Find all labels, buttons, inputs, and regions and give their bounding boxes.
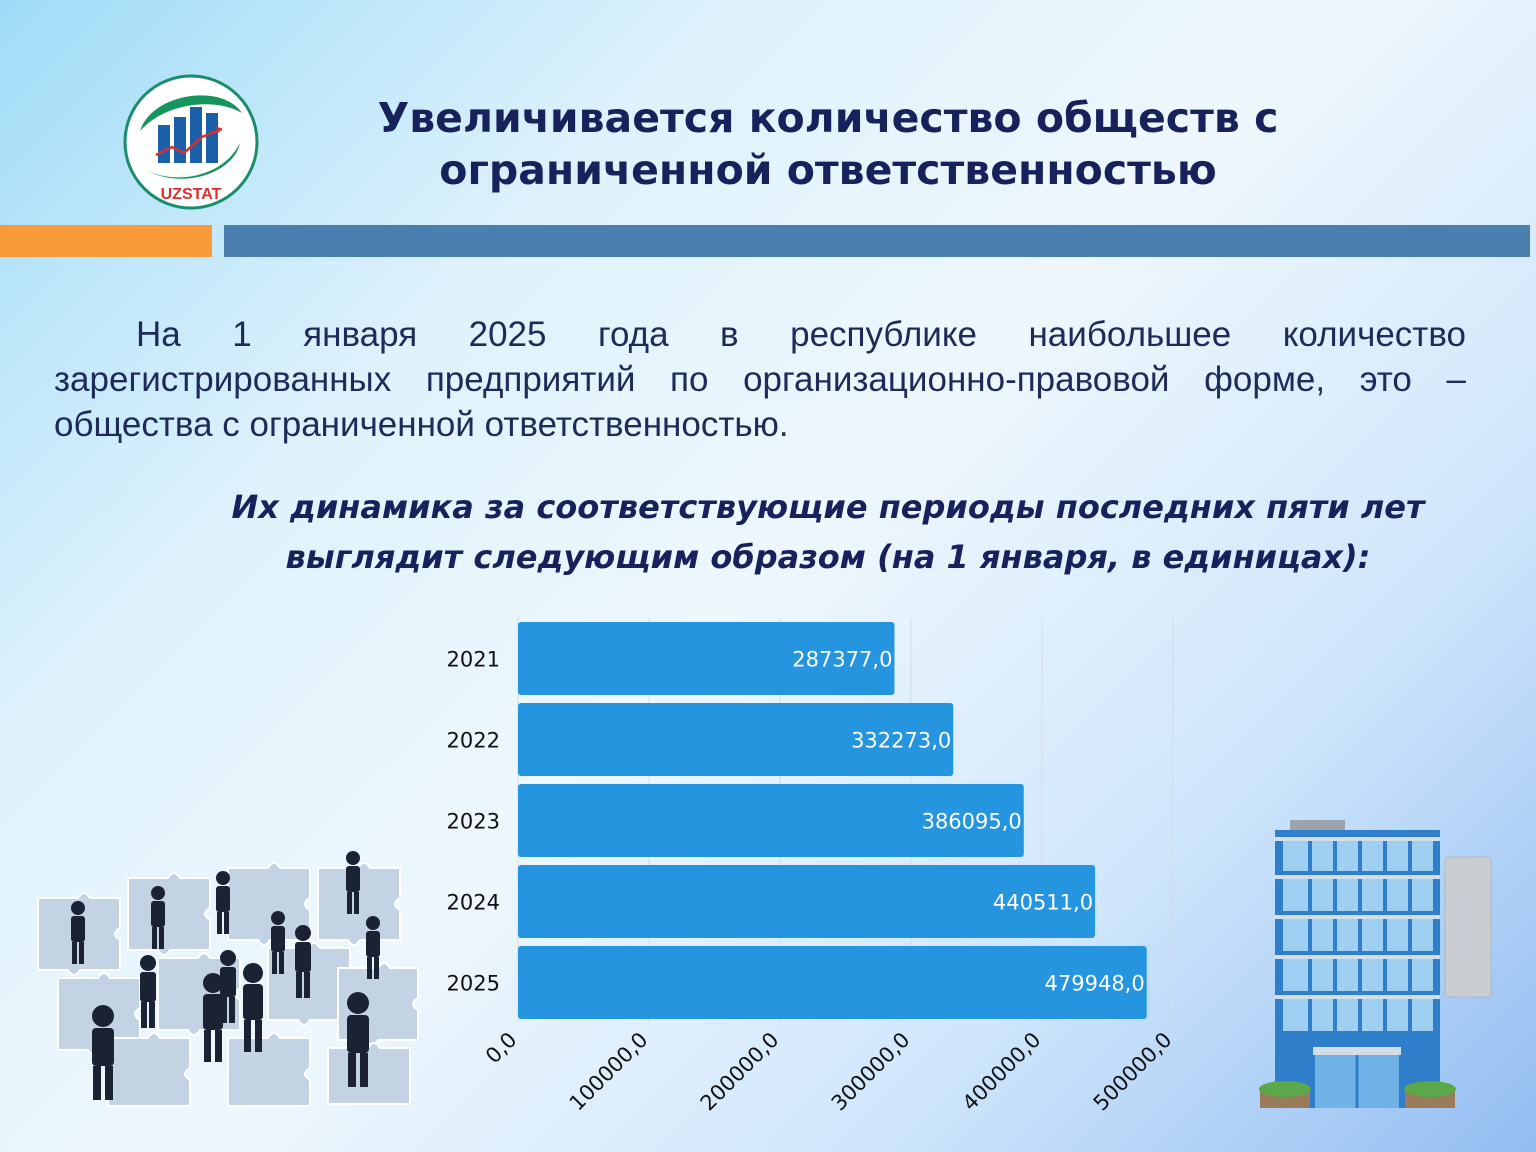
bar-2024 (518, 865, 1096, 938)
bar-chart: 0,0 100000,0 200000,0 300000,0 400000,0 50000… (447, 618, 1177, 1116)
bar-2023 (518, 784, 1024, 857)
data-label: 332273,0 (851, 729, 951, 753)
logo-text: UZSTAT (161, 186, 222, 203)
uzstat-logo: UZSTAT (123, 74, 259, 210)
data-label: 287377,0 (792, 648, 892, 672)
data-label: 386095,0 (922, 810, 1022, 834)
bar-2021 (518, 622, 895, 695)
x-tick-label: 100000,0 (565, 1028, 653, 1116)
bar-2025 (518, 946, 1147, 1019)
x-tick-label: 400000,0 (958, 1028, 1046, 1116)
blue-divider (224, 225, 1530, 257)
office-building-illustration (1259, 820, 1492, 1108)
y-category-label: 2025 (447, 972, 500, 996)
business-people-puzzle-illustration (37, 851, 419, 1107)
y-category-label: 2024 (447, 891, 500, 915)
bar-2022 (518, 703, 954, 776)
y-category-label: 2021 (447, 648, 500, 672)
x-tick-label: 300000,0 (827, 1028, 915, 1116)
intro-paragraph: На 1 января 2025 года в республике наибо… (54, 315, 1466, 444)
data-label: 440511,0 (993, 891, 1093, 915)
page-title: Увеличивается количество обществ с огран… (377, 94, 1279, 194)
x-tick-label: 500000,0 (1089, 1028, 1177, 1116)
y-category-label: 2023 (447, 810, 500, 834)
chart-subtitle: Их динамика за соответствующие периоды п… (231, 488, 1425, 576)
x-tick-label: 200000,0 (696, 1028, 784, 1116)
y-category-label: 2022 (447, 729, 500, 753)
x-tick-label: 0,0 (481, 1028, 522, 1069)
data-label: 479948,0 (1045, 972, 1145, 996)
orange-divider (0, 225, 212, 257)
